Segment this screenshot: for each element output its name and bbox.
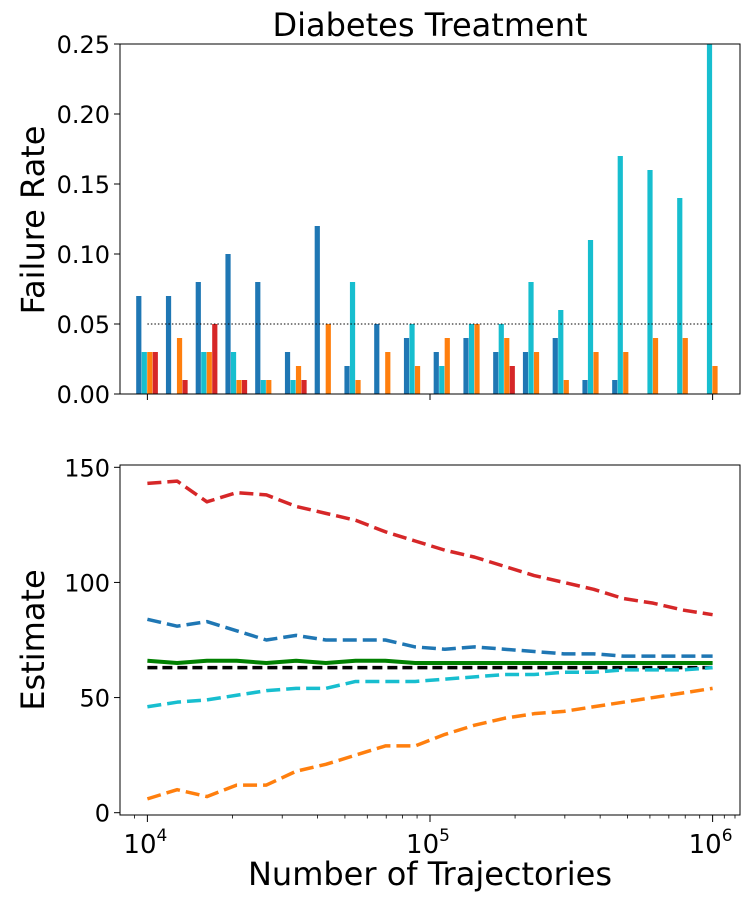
chart-title: Diabetes Treatment bbox=[272, 6, 587, 44]
line-cyan-dashed bbox=[147, 665, 713, 709]
bar-series-4-2 bbox=[212, 324, 218, 394]
bar-series-2-18 bbox=[677, 198, 683, 394]
bar-series-3-15 bbox=[593, 352, 599, 394]
bar-series-3-17 bbox=[652, 338, 659, 394]
bar-series-2-13 bbox=[528, 282, 534, 394]
bar-series-2-5 bbox=[290, 380, 296, 394]
y-tick-label: 0.25 bbox=[57, 31, 110, 59]
bar-series-2-16 bbox=[617, 156, 623, 394]
bar-chart-panel: Diabetes Treatment Failure Rate 0.00 0.05… bbox=[14, 6, 741, 409]
bar-series-2-11 bbox=[468, 324, 475, 394]
y-axis-label: Estimate bbox=[14, 569, 52, 710]
bar-series-2-14 bbox=[558, 310, 564, 394]
y-tick-label: 0.00 bbox=[57, 381, 110, 409]
y-axis-ticks: 0 50 100 150 bbox=[64, 454, 120, 828]
bar-series-3-7 bbox=[355, 380, 361, 394]
bar-series-1-7 bbox=[344, 366, 350, 394]
bar-series-1-2 bbox=[195, 282, 201, 394]
bar-series-1-16 bbox=[612, 380, 618, 394]
x-axis-ticks: 104 105 106 bbox=[123, 815, 736, 860]
bar-series-3-11 bbox=[474, 324, 480, 394]
series-lines bbox=[146, 479, 713, 801]
y-tick-label: 0.20 bbox=[57, 101, 110, 129]
y-tick-label: 0.05 bbox=[57, 311, 110, 339]
bar-series-1-10 bbox=[433, 352, 439, 394]
bar-series-3-18 bbox=[682, 338, 688, 394]
bar-series-2-4 bbox=[260, 380, 266, 394]
line-blue-dashed bbox=[146, 617, 713, 658]
bar-series-3-1 bbox=[176, 338, 183, 394]
bar-group bbox=[136, 44, 718, 394]
y-tick-label: 0.10 bbox=[57, 241, 110, 269]
bar-series-2-12 bbox=[498, 324, 504, 394]
bar-series-3-9 bbox=[414, 366, 421, 394]
bar-series-3-13 bbox=[533, 352, 540, 394]
y-tick-label: 100 bbox=[64, 569, 110, 597]
bar-series-1-4 bbox=[255, 282, 261, 394]
y-tick-label: 150 bbox=[64, 454, 110, 482]
bar-series-3-5 bbox=[295, 366, 302, 394]
bar-series-4-12 bbox=[509, 366, 515, 394]
y-axis-ticks: 0.00 0.05 0.10 0.15 0.20 0.25 bbox=[57, 31, 120, 409]
bar-series-2-17 bbox=[647, 170, 653, 394]
y-tick-label: 50 bbox=[79, 685, 110, 713]
bar-series-4-1 bbox=[182, 380, 188, 394]
x-tick-label: 105 bbox=[406, 826, 450, 860]
bar-series-2-10 bbox=[439, 366, 445, 394]
bar-series-3-10 bbox=[444, 338, 450, 394]
bar-series-3-8 bbox=[385, 352, 391, 394]
bar-series-3-4 bbox=[266, 380, 272, 394]
bar-series-1-15 bbox=[582, 380, 588, 394]
line-chart-panel: Estimate Number of Trajectories 0 50 100 15… bbox=[14, 454, 741, 893]
bar-series-1-0 bbox=[136, 296, 142, 394]
bar-series-3-0 bbox=[147, 352, 153, 394]
bar-series-4-3 bbox=[241, 380, 248, 394]
bar-series-2-9 bbox=[409, 324, 415, 394]
bar-series-3-19 bbox=[712, 366, 718, 394]
bar-series-2-7 bbox=[349, 282, 356, 394]
bar-series-1-9 bbox=[403, 338, 410, 394]
bar-series-1-13 bbox=[522, 352, 529, 394]
x-axis-ticks bbox=[146, 394, 714, 400]
bar-series-1-6 bbox=[314, 226, 320, 394]
y-axis-label: Failure Rate bbox=[14, 126, 52, 315]
bar-series-3-12 bbox=[504, 338, 510, 394]
axes-frame bbox=[119, 464, 741, 816]
axes-frame bbox=[119, 43, 741, 395]
line-orange-dashed bbox=[146, 686, 713, 801]
bar-series-3-16 bbox=[623, 352, 629, 394]
x-axis-label: Number of Trajectories bbox=[248, 855, 612, 893]
x-tick-label: 106 bbox=[689, 826, 733, 860]
bar-series-1-8 bbox=[374, 324, 380, 394]
line-green-solid bbox=[147, 658, 713, 666]
bar-series-3-3 bbox=[236, 380, 242, 394]
bar-series-2-0 bbox=[141, 352, 147, 394]
bar-series-3-14 bbox=[563, 380, 569, 394]
bar-series-2-3 bbox=[230, 352, 237, 394]
bar-series-1-12 bbox=[493, 352, 499, 394]
bar-series-3-2 bbox=[206, 352, 212, 394]
bar-series-2-15 bbox=[587, 240, 594, 394]
bar-series-4-0 bbox=[152, 352, 158, 394]
bar-series-2-2 bbox=[201, 352, 207, 394]
bar-series-3-6 bbox=[325, 324, 331, 394]
bar-series-1-5 bbox=[284, 352, 291, 394]
bar-series-1-11 bbox=[463, 338, 469, 394]
bar-series-4-5 bbox=[301, 380, 307, 394]
x-tick-label: 104 bbox=[123, 826, 167, 860]
y-tick-label: 0 bbox=[95, 800, 110, 828]
bar-series-1-14 bbox=[552, 338, 558, 394]
bar-series-1-1 bbox=[165, 296, 172, 394]
line-red-dashed bbox=[147, 479, 713, 617]
bar-series-2-19 bbox=[706, 44, 713, 394]
y-tick-label: 0.15 bbox=[57, 171, 110, 199]
